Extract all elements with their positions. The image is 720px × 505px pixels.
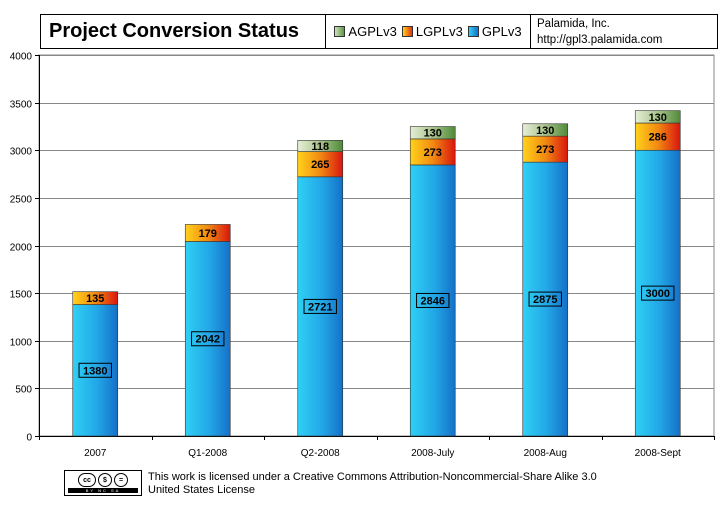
data-labels: 1380 135 2042 179 2721 265 118 2846 273 130 2875 27… xyxy=(78,112,675,378)
bar-gplv3-q1-2008 xyxy=(184,241,231,437)
data-label-box xyxy=(641,285,675,301)
creative-commons-badge[interactable]: cc $ = BY NC SA xyxy=(64,470,142,496)
noncommercial-icon: $ xyxy=(98,473,112,487)
data-label-gplv3: 2721 xyxy=(308,301,332,313)
x-tick-label: 2007 xyxy=(84,448,107,459)
data-label-lgplv3: 135 xyxy=(86,293,104,305)
legend-label-lgplv3: LGPLv3 xyxy=(415,24,463,39)
cc-terms-strip: BY NC SA xyxy=(68,488,138,493)
chart-title: Project Conversion Status xyxy=(41,15,326,48)
y-tick-label: 0 xyxy=(26,433,32,444)
cc-icons: cc $ = xyxy=(78,473,128,487)
data-label-agplv3: 130 xyxy=(649,112,667,124)
y-tick-label: 4000 xyxy=(10,52,33,63)
legend-label-agplv3: AGPLv3 xyxy=(348,24,397,39)
data-label-agplv3: 118 xyxy=(311,141,329,153)
license-footer: cc $ = BY NC SA This work is licensed un… xyxy=(64,470,597,497)
legend-item-lgplv3: LGPLv3 xyxy=(401,24,463,39)
bar-agplv3-2008-july xyxy=(409,126,456,140)
data-label-box xyxy=(303,298,337,314)
y-tick-label: 2000 xyxy=(10,243,33,254)
y-tick-label: 3000 xyxy=(10,147,33,158)
data-label-lgplv3: 273 xyxy=(536,144,554,156)
data-label-box xyxy=(78,362,112,378)
bar-agplv3-q2-2008 xyxy=(297,140,344,152)
x-tick-label: 2008-Aug xyxy=(524,448,567,459)
bars xyxy=(72,110,681,437)
y-tick-label: 3500 xyxy=(10,100,33,111)
data-label-box xyxy=(528,291,562,307)
legend-swatch-lgplv3 xyxy=(401,26,413,37)
data-label-gplv3: 3000 xyxy=(646,288,670,300)
bar-gplv3-q2-2008 xyxy=(297,176,344,437)
license-line-1[interactable]: This work is licensed under a Creative C… xyxy=(148,471,597,483)
bar-gplv3-2008-aug xyxy=(522,161,569,437)
data-label-lgplv3: 286 xyxy=(649,132,667,144)
share-alike-icon: = xyxy=(114,473,128,487)
data-label-gplv3: 2875 xyxy=(533,294,557,306)
bar-lgplv3-2008-aug xyxy=(522,135,569,163)
data-label-lgplv3: 273 xyxy=(424,147,442,159)
data-label-gplv3: 2042 xyxy=(196,334,220,346)
bar-agplv3-2008-aug xyxy=(522,123,569,137)
bar-lgplv3-q1-2008 xyxy=(184,224,231,242)
grid-lines xyxy=(38,54,715,437)
legend-label-gplv3: GPLv3 xyxy=(481,24,522,39)
legend-item-gplv3: GPLv3 xyxy=(467,24,522,39)
y-tick-label: 2500 xyxy=(10,195,33,206)
data-label-lgplv3: 179 xyxy=(199,228,217,240)
data-label-agplv3: 130 xyxy=(424,128,442,140)
data-label-box xyxy=(191,331,225,347)
plot-area xyxy=(38,54,715,437)
bar-gplv3-2007 xyxy=(72,304,119,437)
data-label-agplv3: 130 xyxy=(536,125,554,137)
axes: 0 500 1000 1500 2000 2500 3000 3500 4000 2007 Q1-2… xyxy=(10,52,715,459)
data-label-lgplv3: 265 xyxy=(311,159,329,171)
x-tick-label: 2008-July xyxy=(411,448,454,459)
company-url[interactable]: http://gpl3.palamida.com xyxy=(537,33,663,46)
chart-header: Project Conversion Status AGPLv3 LGPLv3 … xyxy=(40,14,718,49)
company-info: Palamida, Inc. http://gpl3.palamida.com xyxy=(531,15,717,48)
legend: AGPLv3 LGPLv3 GPLv3 xyxy=(326,15,531,48)
bar-lgplv3-2007 xyxy=(72,291,119,305)
bar-gplv3-2008-july xyxy=(409,164,456,437)
cc-logo-icon: cc xyxy=(78,473,96,487)
legend-swatch-agplv3 xyxy=(334,26,346,37)
company-name: Palamida, Inc. xyxy=(537,17,610,30)
data-label-gplv3: 2846 xyxy=(421,295,445,307)
bar-gplv3-2008-sept xyxy=(634,149,681,437)
x-tick-label: Q1-2008 xyxy=(188,448,227,459)
bar-agplv3-2008-sept xyxy=(634,110,681,124)
license-text: This work is licensed under a Creative C… xyxy=(148,471,597,497)
bar-lgplv3-q2-2008 xyxy=(297,151,344,178)
license-line-2[interactable]: United States License xyxy=(148,484,256,496)
x-tick-label: Q2-2008 xyxy=(301,448,340,459)
y-tick-label: 1000 xyxy=(10,338,33,349)
data-label-box xyxy=(416,292,450,308)
data-label-gplv3: 1380 xyxy=(83,365,107,377)
legend-swatch-gplv3 xyxy=(467,26,479,37)
y-tick-label: 500 xyxy=(15,385,32,396)
y-tick-label: 1500 xyxy=(10,290,33,301)
x-tick-label: 2008-Sept xyxy=(635,448,681,459)
legend-item-agplv3: AGPLv3 xyxy=(334,24,397,39)
